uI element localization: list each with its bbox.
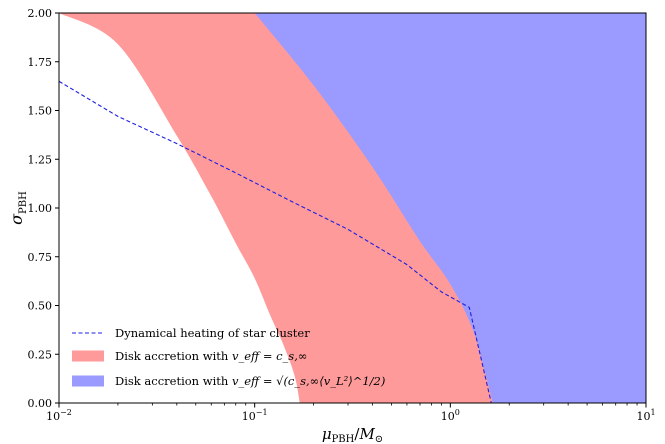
y-tick-label-4: 1.00 — [28, 202, 53, 215]
x-tick-label-1: 10−1 — [242, 408, 268, 423]
legend-swatch-2 — [72, 375, 104, 387]
legend-swatch-1 — [72, 350, 104, 362]
lines-layer — [59, 80, 492, 403]
y-axis-label: σPBH — [7, 191, 29, 225]
axis-labels: μPBH/M⊙ σPBH — [7, 191, 383, 444]
legend-label-2: Disk accretion with v_eff = √(c_s,∞⟨v_L²… — [115, 374, 385, 388]
x-tick-label-0: 10−2 — [46, 408, 72, 423]
y-tick-label-3: 0.75 — [28, 251, 53, 264]
y-tick-label-0: 0.00 — [28, 397, 53, 410]
y-tick-label-8: 2.00 — [28, 7, 53, 20]
x-tick-label-2: 100 — [441, 408, 460, 423]
y-tick-label-6: 1.50 — [28, 105, 53, 118]
region-2 — [254, 13, 646, 403]
y-tick-label-1: 0.25 — [28, 348, 53, 361]
y-tick-label-5: 1.25 — [28, 153, 53, 166]
regions-layer — [59, 13, 646, 403]
y-tick-label-7: 1.75 — [28, 56, 53, 69]
legend-label-1: Disk accretion with v_eff = c_s,∞ — [115, 349, 307, 363]
axis-ticks: 0.00 0.25 0.50 0.75 1.00 1.25 1.50 1.75 2.00 10−2… — [28, 7, 656, 423]
legend-label-0: Dynamical heating of star cluster — [115, 326, 310, 340]
x-axis-label: μPBH/M⊙ — [322, 425, 383, 444]
y-tick-label-2: 0.50 — [28, 300, 53, 313]
legend: Dynamical heating of star cluster Disk ac… — [72, 326, 385, 388]
series-line-0 — [59, 80, 492, 403]
x-tick-label-3: 101 — [636, 408, 655, 423]
